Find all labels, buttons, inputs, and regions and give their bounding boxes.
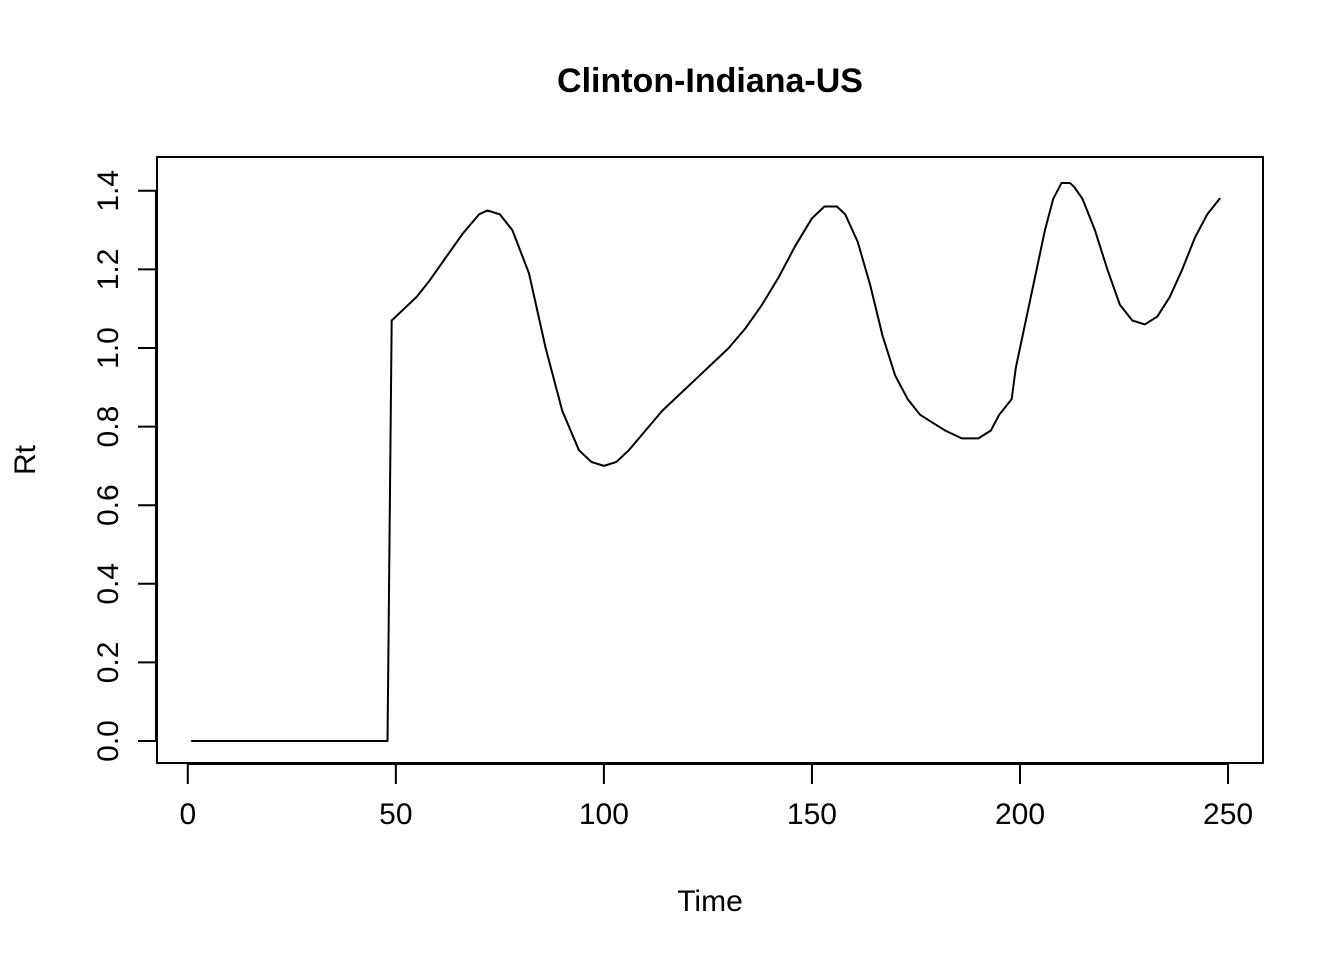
y-tick-label: 1.4 [92, 170, 125, 212]
y-axis: 0.0 0.2 0.4 0.6 0.8 1.0 1.2 1.4 [92, 170, 157, 762]
y-tick-label: 1.0 [92, 327, 125, 369]
y-tick-label: 0.8 [92, 406, 125, 448]
x-axis-label: Time [677, 885, 743, 918]
x-tick-label: 250 [1203, 798, 1253, 831]
y-axis-label: Rt [9, 444, 42, 475]
series-line [190, 181, 1221, 742]
x-tick-label: 0 [179, 798, 196, 831]
x-tick-label: 150 [787, 798, 837, 831]
x-tick-label: 100 [579, 798, 629, 831]
y-tick-label: 0.0 [92, 720, 125, 762]
y-tick-label: 0.2 [92, 642, 125, 684]
x-tick-label: 200 [995, 798, 1045, 831]
chart-title: Clinton-Indiana-US [557, 62, 863, 100]
y-tick-label: 0.4 [92, 563, 125, 605]
x-tick-label: 50 [379, 798, 412, 831]
y-tick-label: 0.6 [92, 484, 125, 526]
x-axis: 0 50 100 150 200 250 [179, 763, 1253, 831]
plot-frame [156, 156, 1264, 764]
y-tick-label: 1.2 [92, 249, 125, 291]
series-layer [190, 181, 1221, 742]
